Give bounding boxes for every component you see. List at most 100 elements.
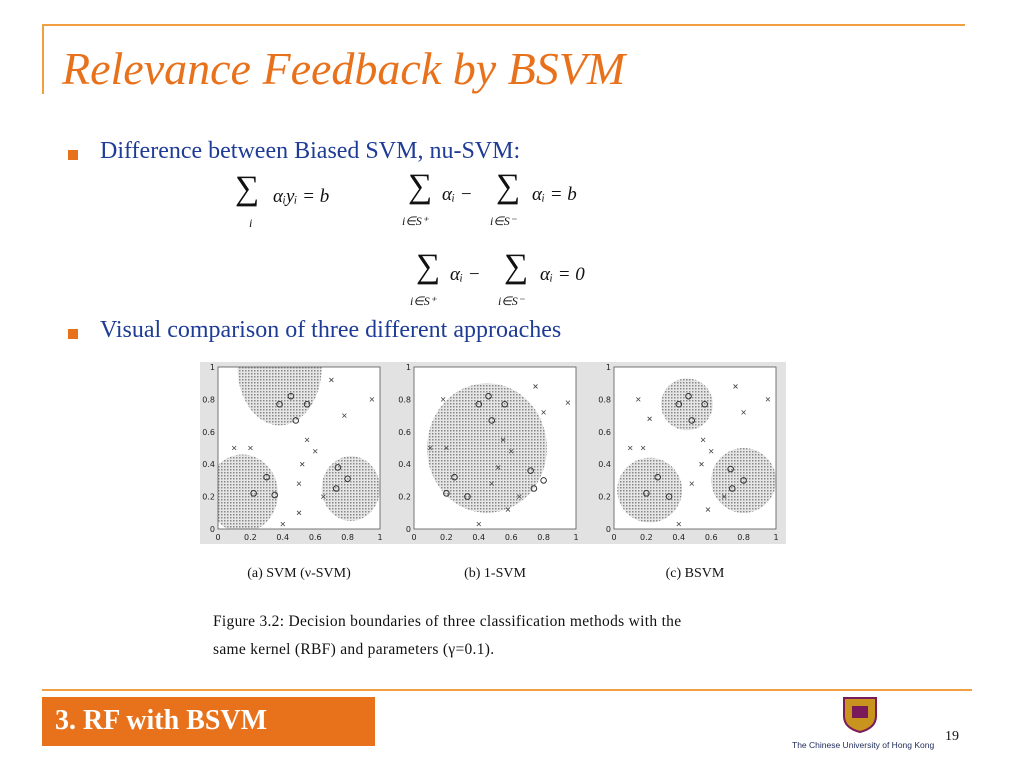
x-tick-label: 0.2 — [440, 533, 453, 542]
region — [426, 383, 547, 513]
panel-caption: (a) SVM (ν-SVM) — [247, 566, 351, 581]
negative-point — [627, 445, 633, 451]
plot-content — [617, 378, 776, 527]
body: αᵢyᵢ = b — [273, 186, 330, 207]
positive-point — [334, 464, 342, 471]
negative-point — [231, 445, 237, 451]
negative-point — [699, 461, 704, 467]
x-tick-label: 0.6 — [309, 533, 322, 542]
negative-point — [489, 481, 495, 486]
negative-point — [299, 461, 305, 467]
negative-point — [505, 507, 511, 512]
x-tick-label: 0.4 — [472, 533, 485, 542]
bullet-text: Visual comparison of three different app… — [100, 317, 562, 343]
region — [711, 448, 776, 513]
negative-point — [700, 437, 706, 443]
positive-point — [485, 392, 492, 400]
y-tick-label: 0.2 — [598, 493, 611, 502]
positive-point — [643, 490, 650, 497]
y-tick-label: 0.4 — [598, 460, 611, 469]
y-tick-label: 1 — [606, 363, 611, 372]
y-tick-label: 0 — [606, 525, 611, 534]
negative-point — [280, 521, 286, 527]
negative-point — [329, 377, 334, 383]
negative-point — [689, 481, 695, 486]
y-tick-label: 0.6 — [202, 428, 215, 437]
x-tick-label: 0 — [215, 533, 220, 542]
bullet-text: Difference between Biased SVM, nu-SVM: — [100, 138, 521, 164]
positive-point — [540, 477, 547, 484]
negative-point — [636, 397, 641, 402]
region — [617, 457, 683, 523]
footer-box — [42, 697, 375, 746]
positive-point — [287, 392, 295, 400]
negative-point — [676, 521, 682, 527]
title: Relevance Feedback by BSVM — [62, 43, 626, 94]
bullet-marker — [68, 329, 78, 339]
body: αᵢ − — [442, 184, 473, 205]
plot-panel: 0 0.2 0.4 0.6 0.8 1 0 0.2 0.4 0.6 0.8 1 — [398, 363, 578, 542]
positive-point — [665, 493, 673, 500]
negative-point — [369, 397, 375, 402]
x-tick-label: 0.4 — [672, 533, 685, 542]
negative-point — [321, 494, 326, 499]
figure-caption: Figure 3.2: Decision boundaries of three… — [213, 613, 682, 630]
negative-point — [342, 413, 347, 418]
negative-point — [296, 481, 302, 486]
x-tick-label: 0.4 — [276, 533, 289, 542]
negative-point — [733, 384, 738, 389]
sub: i∈S⁻ — [498, 294, 525, 308]
section-label: 3. RF with BSVM — [55, 705, 268, 736]
x-tick-label: 0.2 — [640, 533, 653, 542]
region — [237, 367, 322, 426]
page-number: 19 — [945, 729, 959, 744]
positive-point — [688, 417, 696, 424]
y-tick-label: 0.8 — [598, 395, 611, 404]
y-tick-label: 0.6 — [398, 428, 411, 437]
positive-point — [685, 392, 692, 400]
frame-top — [42, 24, 965, 26]
negative-point — [565, 400, 571, 405]
figure: 0 0.2 0.4 0.6 0.8 1 0 0.2 0.4 0.6 0.8 1 0 0.2 0.4 0.6 0.… — [200, 362, 786, 544]
sum: ∑ — [496, 168, 521, 205]
panel-caption: (b) 1-SVM — [464, 566, 526, 581]
x-tick-label: 0 — [611, 533, 616, 542]
sum: ∑ — [504, 248, 529, 285]
sum: ∑ — [235, 170, 260, 207]
x-tick-label: 0.8 — [341, 533, 354, 542]
frame-left — [42, 24, 44, 94]
y-tick-label: 0.2 — [202, 493, 215, 502]
positive-point — [728, 485, 736, 492]
body: αᵢ = b — [532, 184, 577, 205]
y-tick-label: 0.4 — [202, 460, 215, 469]
x-tick-label: 0.6 — [505, 533, 518, 542]
y-tick-label: 0.2 — [398, 493, 411, 502]
plot-border — [413, 366, 577, 530]
x-tick-label: 1 — [377, 533, 382, 542]
sub: i∈S⁺ — [402, 214, 429, 228]
university-name: The Chinese University of Hong Kong — [792, 740, 935, 750]
negative-point — [312, 448, 318, 454]
negative-point — [741, 410, 746, 415]
positive-point — [263, 473, 270, 481]
plot-panel: 0 0.2 0.4 0.6 0.8 1 0 0.2 0.4 0.6 0.8 1 — [598, 363, 778, 542]
negative-point — [765, 397, 771, 402]
x-tick-label: 0.2 — [244, 533, 257, 542]
negative-point — [541, 410, 546, 415]
sum: ∑ — [408, 168, 433, 205]
positive-point — [332, 485, 340, 492]
positive-point — [727, 465, 734, 473]
negative-point — [533, 384, 538, 389]
negative-point — [640, 445, 646, 451]
y-tick-label: 0 — [406, 525, 411, 534]
positive-point — [527, 467, 534, 474]
y-tick-label: 0.6 — [598, 428, 611, 437]
region — [218, 454, 278, 529]
region — [321, 456, 380, 521]
x-tick-label: 1 — [773, 533, 778, 542]
negative-point — [248, 445, 253, 451]
footer-line — [42, 689, 972, 691]
x-tick-label: 0.6 — [705, 533, 718, 542]
negative-point — [508, 448, 514, 454]
y-tick-label: 1 — [406, 363, 411, 372]
